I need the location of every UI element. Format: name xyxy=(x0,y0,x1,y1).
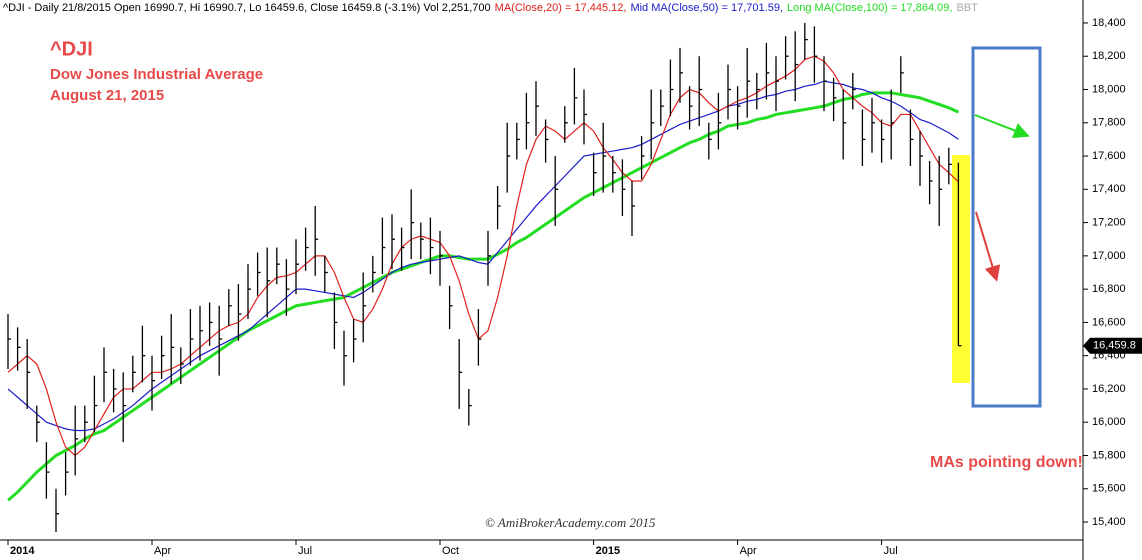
y-tick-label: 18,400 xyxy=(1092,17,1126,29)
x-tick-label: Apr xyxy=(740,545,757,557)
watermark: © AmiBrokerAcademy.com 2015 xyxy=(485,515,656,530)
ma-line xyxy=(7,55,959,457)
legend-entry: Mid MA(Close,50) = 17,701.59, xyxy=(630,2,783,14)
y-tick-label: 18,200 xyxy=(1092,50,1126,62)
x-tick-label: 2014 xyxy=(10,545,35,557)
x-tick-label: 2015 xyxy=(596,545,620,557)
x-tick-label: Apr xyxy=(154,545,171,557)
price-tag xyxy=(1083,337,1142,354)
x-tick-label: Oct xyxy=(442,545,459,557)
y-tick-label: 17,600 xyxy=(1092,150,1126,162)
ma-line xyxy=(7,80,959,432)
header-text: ^DJI - Daily 21/8/2015 Open 16990.7, Hi … xyxy=(3,2,491,14)
subtitle: Dow Jones Industrial Average xyxy=(50,66,263,83)
arrow xyxy=(974,114,1030,139)
y-tick-label: 16,600 xyxy=(1092,316,1126,328)
header: ^DJI - Daily 21/8/2015 Open 16990.7, Hi … xyxy=(3,2,978,14)
y-tick-label: 16,000 xyxy=(1092,416,1126,428)
y-tick-label: 18,000 xyxy=(1092,83,1126,95)
y-tick-label: 16,800 xyxy=(1092,283,1126,295)
y-tick-label: 17,200 xyxy=(1092,216,1126,228)
header-text: BBT xyxy=(956,2,978,14)
highlight-box xyxy=(952,155,970,383)
y-tick-label: 16,200 xyxy=(1092,383,1126,395)
legend-entry: Long MA(Close,100) = 17,864.09, xyxy=(787,2,952,14)
y-tick-label: 15,800 xyxy=(1092,449,1126,461)
ma-line xyxy=(7,91,960,502)
x-tick-label: Jul xyxy=(298,545,312,557)
chart-title: ^DJI xyxy=(50,38,93,60)
y-tick-label: 17,400 xyxy=(1092,183,1126,195)
y-tick-label: 17,800 xyxy=(1092,117,1126,129)
arrow xyxy=(975,211,1001,282)
y-tick-label: 15,400 xyxy=(1092,516,1126,528)
date-label: August 21, 2015 xyxy=(50,87,164,104)
legend-entry: MA(Close,20) = 17,445.12, xyxy=(495,2,627,14)
annotation: MAs pointing down! xyxy=(930,454,1083,471)
y-tick-label: 17,000 xyxy=(1092,250,1126,262)
y-tick-label: 15,600 xyxy=(1092,483,1126,495)
projection-box xyxy=(971,46,1042,408)
x-tick-label: Jul xyxy=(884,545,898,557)
price-tag-label: 16,459.8 xyxy=(1093,340,1136,352)
